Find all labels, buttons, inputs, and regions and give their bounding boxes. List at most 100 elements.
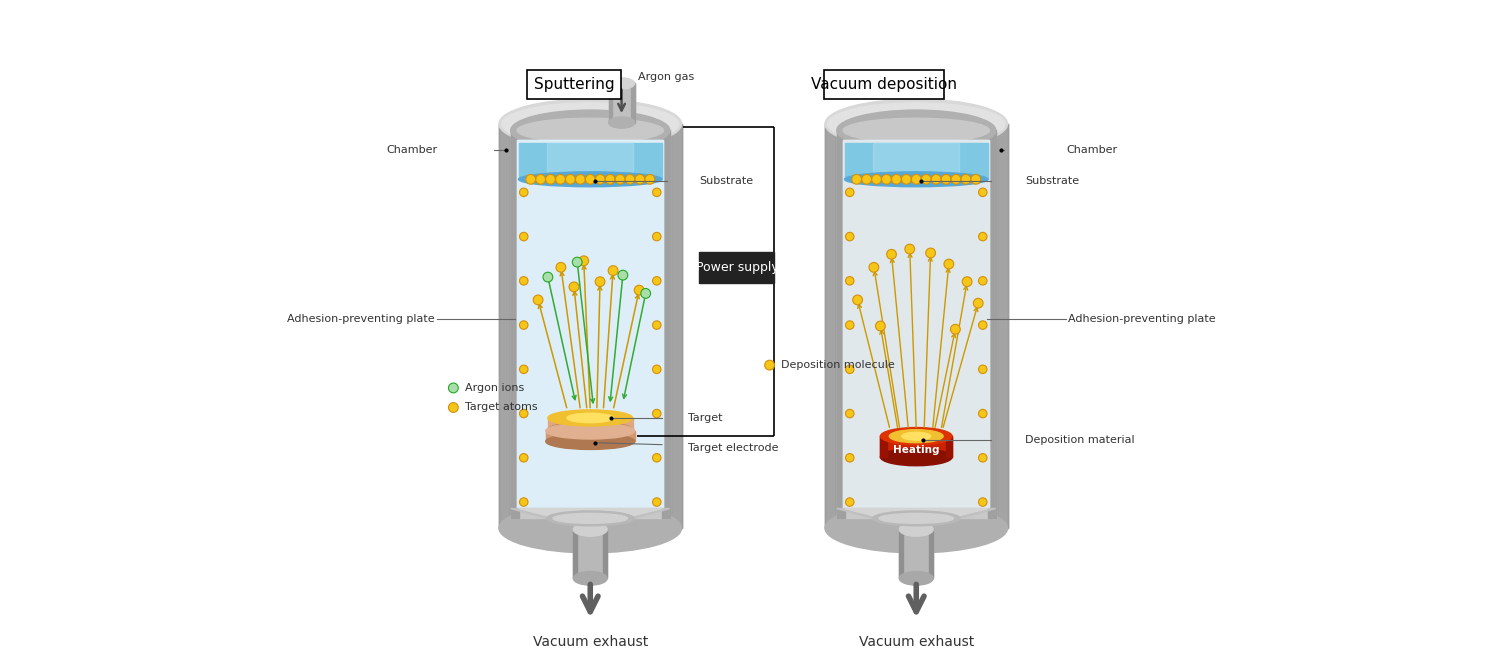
Circle shape bbox=[765, 360, 774, 370]
Circle shape bbox=[652, 276, 662, 285]
Circle shape bbox=[846, 232, 853, 241]
Polygon shape bbox=[843, 140, 990, 509]
Ellipse shape bbox=[519, 172, 662, 186]
Circle shape bbox=[634, 286, 644, 295]
Circle shape bbox=[519, 498, 528, 506]
Ellipse shape bbox=[500, 503, 681, 553]
Circle shape bbox=[652, 365, 662, 374]
Text: Power supply: Power supply bbox=[696, 261, 778, 274]
Circle shape bbox=[868, 262, 879, 273]
Circle shape bbox=[891, 175, 902, 185]
Text: Target electrode: Target electrode bbox=[688, 443, 778, 453]
Circle shape bbox=[846, 321, 853, 329]
Ellipse shape bbox=[510, 110, 670, 151]
Circle shape bbox=[970, 175, 981, 185]
Ellipse shape bbox=[548, 410, 633, 426]
Text: Substrate: Substrate bbox=[699, 175, 753, 186]
Circle shape bbox=[519, 454, 528, 462]
Polygon shape bbox=[825, 124, 1008, 528]
Ellipse shape bbox=[873, 511, 960, 526]
Circle shape bbox=[519, 365, 528, 374]
Ellipse shape bbox=[890, 430, 944, 443]
Ellipse shape bbox=[837, 110, 996, 151]
Polygon shape bbox=[945, 436, 952, 457]
Polygon shape bbox=[548, 143, 633, 179]
Ellipse shape bbox=[880, 428, 952, 445]
Circle shape bbox=[652, 321, 662, 329]
Polygon shape bbox=[670, 124, 681, 528]
Circle shape bbox=[652, 232, 662, 241]
Polygon shape bbox=[880, 436, 952, 457]
Circle shape bbox=[519, 409, 528, 418]
Ellipse shape bbox=[546, 434, 634, 449]
Text: Sputtering: Sputtering bbox=[534, 77, 615, 93]
Text: Target: Target bbox=[688, 413, 723, 423]
Text: Chamber: Chamber bbox=[386, 145, 436, 155]
Circle shape bbox=[871, 175, 882, 185]
FancyBboxPatch shape bbox=[824, 70, 944, 99]
Circle shape bbox=[932, 175, 940, 185]
Text: Adhesion-preventing plate: Adhesion-preventing plate bbox=[1068, 314, 1217, 325]
Circle shape bbox=[921, 175, 932, 185]
Ellipse shape bbox=[500, 99, 681, 149]
Polygon shape bbox=[500, 124, 681, 528]
Polygon shape bbox=[843, 140, 990, 509]
Circle shape bbox=[886, 250, 897, 259]
Circle shape bbox=[940, 175, 951, 185]
Ellipse shape bbox=[843, 118, 990, 143]
Ellipse shape bbox=[900, 523, 933, 536]
Circle shape bbox=[626, 175, 634, 185]
Circle shape bbox=[962, 175, 970, 185]
Ellipse shape bbox=[609, 117, 634, 128]
Circle shape bbox=[536, 175, 546, 185]
Polygon shape bbox=[632, 83, 634, 123]
Circle shape bbox=[652, 188, 662, 197]
Circle shape bbox=[566, 175, 576, 185]
Polygon shape bbox=[662, 130, 670, 518]
Circle shape bbox=[576, 175, 585, 185]
Polygon shape bbox=[837, 130, 996, 518]
Ellipse shape bbox=[879, 513, 954, 524]
Circle shape bbox=[846, 188, 853, 197]
Ellipse shape bbox=[567, 413, 614, 422]
Circle shape bbox=[604, 175, 615, 185]
Polygon shape bbox=[518, 140, 663, 509]
Circle shape bbox=[951, 175, 962, 185]
Text: Deposition material: Deposition material bbox=[1024, 435, 1136, 445]
Ellipse shape bbox=[548, 422, 633, 437]
Circle shape bbox=[596, 175, 604, 185]
Ellipse shape bbox=[880, 449, 952, 466]
Polygon shape bbox=[930, 529, 933, 578]
Ellipse shape bbox=[825, 99, 1008, 149]
Circle shape bbox=[962, 276, 972, 287]
Circle shape bbox=[902, 175, 910, 185]
Polygon shape bbox=[609, 83, 634, 123]
Circle shape bbox=[596, 276, 604, 287]
Circle shape bbox=[634, 175, 645, 185]
Text: Target atoms: Target atoms bbox=[465, 402, 537, 413]
Polygon shape bbox=[519, 509, 662, 516]
Polygon shape bbox=[518, 140, 663, 509]
Text: Argon ions: Argon ions bbox=[465, 383, 525, 393]
Text: Vacuum deposition: Vacuum deposition bbox=[810, 77, 957, 93]
Polygon shape bbox=[844, 143, 988, 179]
Text: Chamber: Chamber bbox=[1066, 145, 1118, 155]
Circle shape bbox=[568, 282, 579, 291]
Circle shape bbox=[640, 288, 651, 298]
Ellipse shape bbox=[573, 523, 608, 536]
Circle shape bbox=[846, 365, 853, 374]
Circle shape bbox=[618, 270, 627, 280]
Ellipse shape bbox=[573, 572, 608, 585]
Polygon shape bbox=[825, 124, 836, 528]
Polygon shape bbox=[603, 529, 608, 578]
Polygon shape bbox=[900, 529, 933, 578]
Circle shape bbox=[519, 276, 528, 285]
Circle shape bbox=[846, 454, 853, 462]
Circle shape bbox=[585, 175, 596, 185]
Circle shape bbox=[978, 232, 987, 241]
Circle shape bbox=[852, 175, 861, 185]
Polygon shape bbox=[500, 124, 510, 528]
Ellipse shape bbox=[609, 78, 634, 89]
Circle shape bbox=[876, 321, 885, 331]
Circle shape bbox=[978, 409, 987, 418]
